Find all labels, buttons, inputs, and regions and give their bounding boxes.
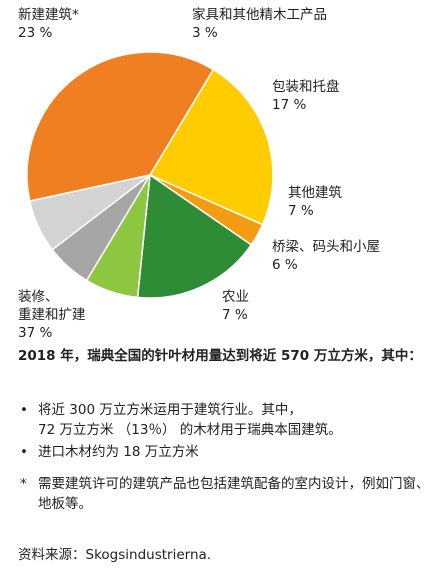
slice-label: 装修、 重建和扩建 37 %: [18, 288, 86, 342]
bullet-text: 进口木材约为 18 万立方米: [38, 444, 199, 460]
slice-name: 新建建筑*: [18, 7, 79, 23]
pie-slice: [26, 51, 215, 202]
slice-label: 农业 7 %: [222, 288, 249, 324]
slice-value: 17 %: [272, 97, 307, 113]
slice-value: 7 %: [222, 307, 248, 323]
bullet-item: • 将近 300 万立方米运用于建筑行业。其中， 72 万立方米 （13％） 的木…: [18, 400, 433, 440]
slice-label: 新建建筑* 23 %: [18, 6, 79, 42]
slice-name: 其他建筑: [288, 185, 342, 201]
slice-value: 3 %: [192, 25, 218, 41]
footnote-text: 需要建筑许可的建筑产品也包括建筑配备的室内设计，例如门窗、地板等。: [38, 476, 430, 512]
slice-name: 农业: [222, 289, 249, 305]
slice-label: 家具和其他精木工产品 3 %: [192, 6, 327, 42]
slice-label: 包装和托盘 17 %: [272, 78, 340, 114]
pie-chart: [26, 51, 274, 299]
slice-value: 7 %: [288, 203, 314, 219]
pie-slice: [148, 68, 274, 226]
summary-text: 2018 年，瑞典全国的针叶材用量达到将近 570 万立方米，其中：: [18, 348, 422, 364]
slice-value: 37 %: [18, 325, 53, 341]
footnote: * 需要建筑许可的建筑产品也包括建筑配备的室内设计，例如门窗、地板等。: [18, 474, 433, 514]
pie-slice: [136, 173, 253, 299]
slice-value: 23 %: [18, 25, 53, 41]
slice-name: 桥梁、码头和小屋: [272, 239, 380, 255]
bullet-symbol: •: [20, 444, 28, 460]
slice-name: 包装和托盘: [272, 79, 340, 95]
bullet-symbol: •: [20, 402, 28, 418]
slice-name: 家具和其他精木工产品: [192, 7, 327, 23]
slice-value: 6 %: [272, 257, 298, 273]
slice-label: 桥梁、码头和小屋 6 %: [272, 238, 380, 274]
source-text: 资料来源：Skogsindustrierna.: [18, 547, 212, 563]
bullet-list: • 将近 300 万立方米运用于建筑行业。其中， 72 万立方米 （13％） 的木…: [18, 400, 433, 464]
slice-label: 其他建筑 7 %: [288, 184, 342, 220]
bullet-text: 将近 300 万立方米运用于建筑行业。其中， 72 万立方米 （13％） 的木材…: [38, 402, 342, 438]
footnote-mark: *: [20, 476, 27, 492]
bullet-item: • 进口木材约为 18 万立方米: [18, 442, 433, 462]
slice-name: 装修、 重建和扩建: [18, 289, 86, 323]
